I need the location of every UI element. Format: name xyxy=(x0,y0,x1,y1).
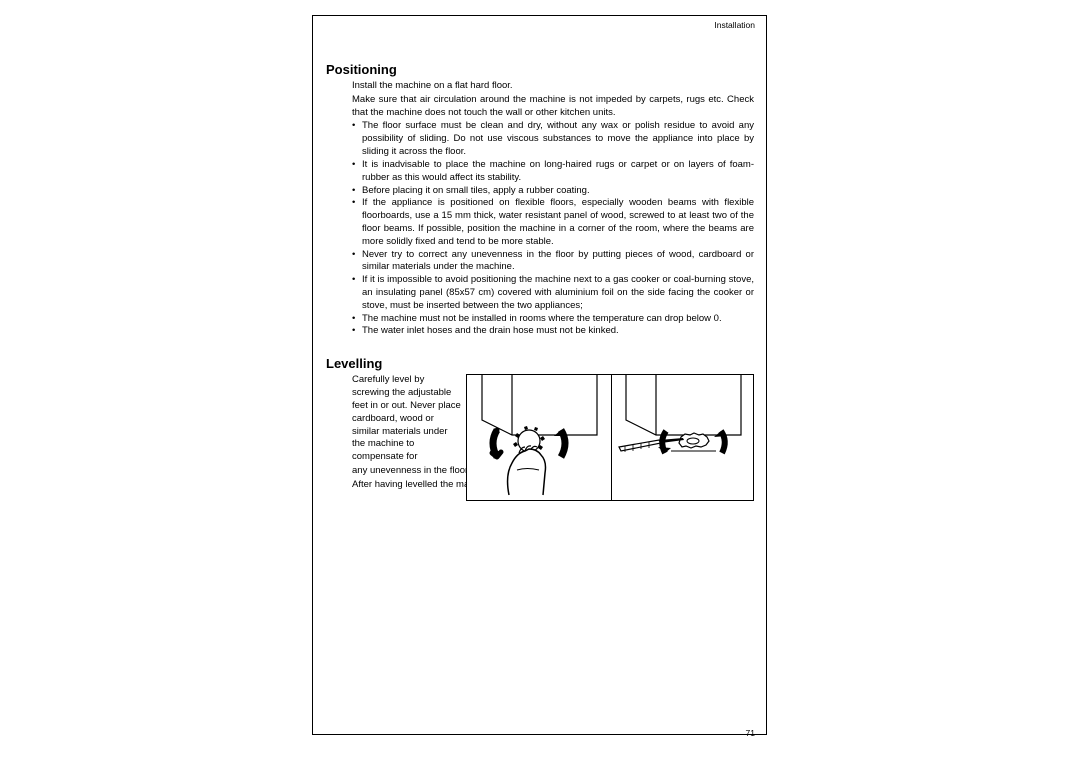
page-content: Positioning Install the machine on a fla… xyxy=(326,62,754,492)
positioning-bullet-list: The floor surface must be clean and dry,… xyxy=(352,120,754,338)
screwdriver-adjust-icon xyxy=(611,375,755,500)
positioning-bullet: The water inlet hoses and the drain hose… xyxy=(352,325,754,338)
page-number: 71 xyxy=(746,728,755,738)
header-section-label: Installation xyxy=(714,20,755,30)
hand-adjust-icon xyxy=(467,375,611,500)
levelling-title: Levelling xyxy=(326,356,754,371)
positioning-bullet: Before placing it on small tiles, apply … xyxy=(352,185,754,198)
positioning-bullet: If it is impossible to avoid positioning… xyxy=(352,274,754,312)
positioning-title: Positioning xyxy=(326,62,754,77)
positioning-intro-1: Install the machine on a flat hard floor… xyxy=(352,80,754,93)
positioning-bullet: If the appliance is positioned on flexib… xyxy=(352,197,754,248)
levelling-content: Carefully level by screwing the adjustab… xyxy=(352,374,754,491)
positioning-bullet: It is inadvisable to place the machine o… xyxy=(352,159,754,185)
levelling-text-side: Carefully level by screwing the adjustab… xyxy=(352,374,462,464)
levelling-diagram xyxy=(466,374,754,501)
positioning-bullet: The floor surface must be clean and dry,… xyxy=(352,120,754,158)
positioning-bullet: Never try to correct any unevenness in t… xyxy=(352,249,754,275)
positioning-bullet: The machine must not be installed in roo… xyxy=(352,313,754,326)
positioning-intro-2: Make sure that air circulation around th… xyxy=(352,94,754,120)
